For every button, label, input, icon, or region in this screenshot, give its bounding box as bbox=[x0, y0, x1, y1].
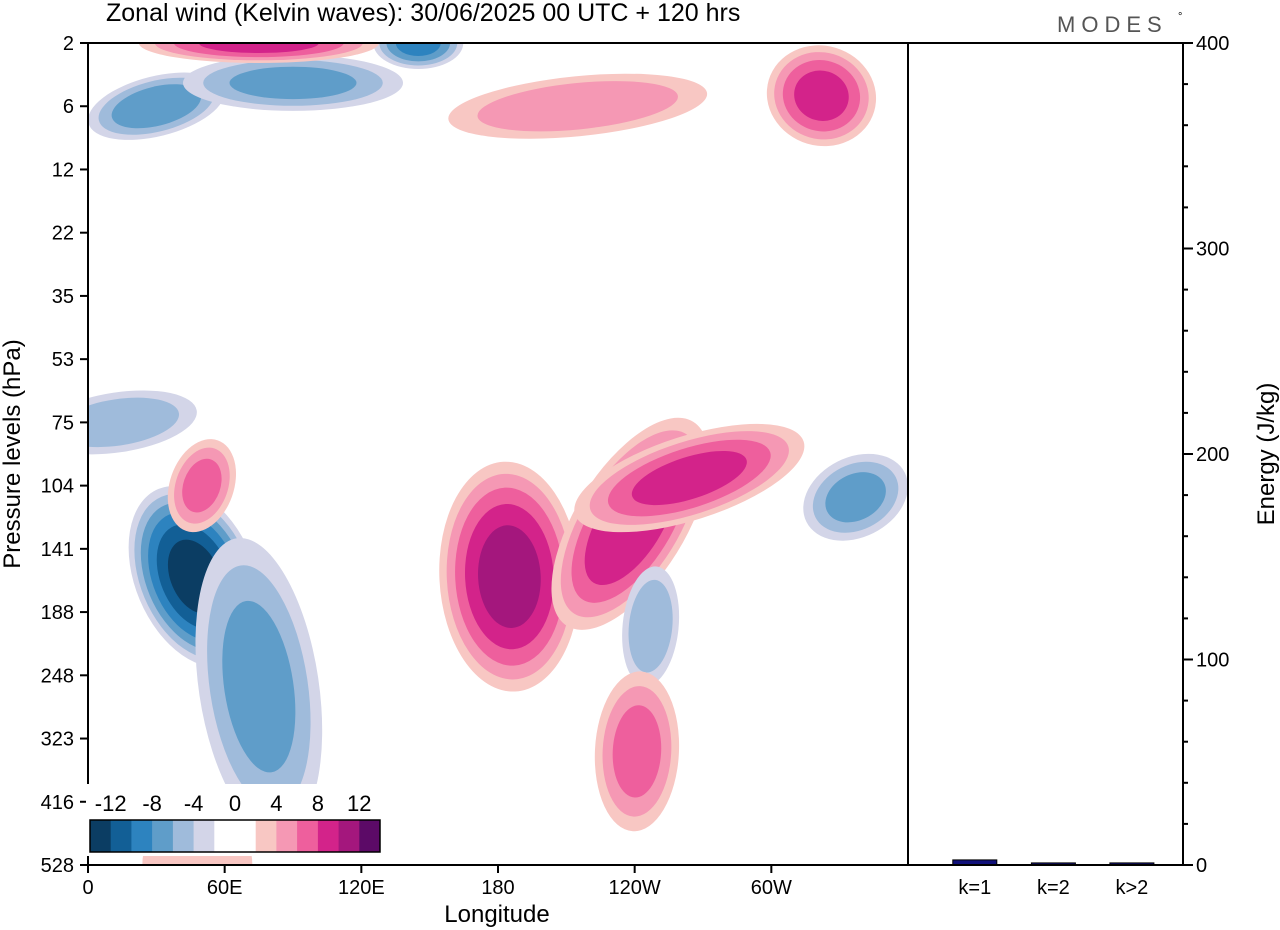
easterly-anomaly bbox=[195, 537, 323, 836]
colorbar-swatch bbox=[338, 820, 360, 852]
colorbar-swatch bbox=[255, 820, 277, 852]
colorbar: -12 -8 -4 0 4 8 12 bbox=[86, 784, 384, 856]
contour-band bbox=[478, 525, 541, 628]
contour-band bbox=[198, 43, 319, 53]
colorbar-swatch bbox=[193, 820, 215, 852]
y-tick-label: 6 bbox=[63, 96, 74, 118]
contour-band bbox=[612, 705, 662, 798]
energy-bar bbox=[1030, 862, 1076, 865]
colorbar-swatch bbox=[131, 820, 153, 852]
y-tick-label: 141 bbox=[41, 539, 74, 561]
contour-band bbox=[229, 66, 357, 100]
energy-bar bbox=[952, 859, 998, 865]
y-tick-label: 248 bbox=[41, 665, 74, 687]
colorbar-frame bbox=[89, 819, 381, 853]
y-tick-label: 75 bbox=[52, 412, 74, 434]
westerly-anomaly bbox=[594, 671, 680, 832]
energy-category-label: k=1 bbox=[958, 877, 991, 899]
colorbar-swatch bbox=[276, 820, 298, 852]
y-tick-label: 188 bbox=[41, 602, 74, 624]
contour-band bbox=[182, 458, 222, 513]
colorbar-swatch bbox=[152, 820, 174, 852]
x-tick-label: 120W bbox=[609, 877, 661, 899]
colorbar-swatch bbox=[317, 820, 339, 852]
y-tick-label: 53 bbox=[52, 349, 74, 371]
easterly-anomaly bbox=[88, 390, 197, 455]
axes: 0 60E 120E 180 120W 60W 2 6 12 22 35 53 75 104 141 188 2… bbox=[41, 33, 1230, 899]
colorbar-swatch bbox=[297, 820, 319, 852]
y-tick-label: 416 bbox=[41, 792, 74, 814]
energy-axis-title: Energy (J/kg) bbox=[1253, 383, 1280, 526]
westerly-anomaly bbox=[439, 461, 580, 692]
colorbar-swatch bbox=[110, 820, 132, 852]
colorbar-swatch bbox=[90, 820, 112, 852]
colorbar-tick-label: 12 bbox=[347, 791, 371, 816]
y-axis-title: Pressure levels (hPa) bbox=[0, 339, 26, 568]
contour-band bbox=[111, 84, 202, 129]
westerly-anomaly bbox=[167, 439, 237, 533]
brand-mark: ° bbox=[1178, 11, 1182, 23]
contour-band bbox=[88, 397, 180, 448]
colorbar-tick-label: 0 bbox=[229, 791, 241, 816]
contour-band bbox=[395, 43, 441, 56]
contour-band bbox=[628, 579, 673, 673]
colorbar-tick-label: 8 bbox=[312, 791, 324, 816]
easterly-anomaly bbox=[373, 43, 464, 69]
energy-tick-label: 400 bbox=[1196, 33, 1229, 55]
contour-band bbox=[477, 81, 678, 132]
energy-bar-chart bbox=[952, 859, 1155, 865]
chart-title: Zonal wind (Kelvin waves): 30/06/2025 00… bbox=[106, 0, 740, 27]
colorbar-swatch bbox=[214, 820, 236, 852]
colorbar-swatch bbox=[172, 820, 194, 852]
westerly-anomaly bbox=[574, 423, 805, 533]
x-tick-label: 60E bbox=[207, 877, 243, 899]
y-tick-label: 528 bbox=[41, 855, 74, 877]
contour-band bbox=[631, 450, 747, 506]
energy-tick-label: 0 bbox=[1196, 855, 1207, 877]
energy-tick-label: 300 bbox=[1196, 239, 1229, 261]
colorbar-swatch bbox=[235, 820, 257, 852]
colorbar-swatch bbox=[359, 820, 381, 852]
y-tick-label: 104 bbox=[41, 476, 74, 498]
easterly-anomaly bbox=[88, 72, 225, 140]
x-tick-label: 0 bbox=[82, 877, 93, 899]
colorbar-tick-label: -8 bbox=[142, 791, 162, 816]
easterly-anomaly bbox=[183, 54, 403, 111]
y-tick-label: 35 bbox=[52, 286, 74, 308]
easterly-anomaly bbox=[803, 453, 908, 541]
westerly-anomaly bbox=[766, 45, 877, 147]
energy-category-label: k=2 bbox=[1037, 877, 1070, 899]
x-tick-label: 60W bbox=[751, 877, 792, 899]
easterly-anomaly bbox=[622, 566, 680, 686]
contour-band bbox=[222, 600, 296, 773]
energy-tick-label: 200 bbox=[1196, 444, 1229, 466]
contour-band bbox=[825, 472, 886, 523]
colorbar-tick-label: 4 bbox=[270, 791, 282, 816]
x-axis-title: Longitude bbox=[444, 901, 549, 928]
energy-category-label: k>2 bbox=[1115, 877, 1148, 899]
westerly-anomaly bbox=[448, 73, 708, 139]
hovmoller-field bbox=[88, 43, 908, 865]
colorbar-tick-label: -4 bbox=[184, 791, 204, 816]
x-tick-label: 120E bbox=[338, 877, 385, 899]
y-tick-label: 22 bbox=[52, 223, 74, 245]
energy-tick-label: 100 bbox=[1196, 650, 1229, 672]
contour-band bbox=[794, 70, 849, 121]
energy-bar bbox=[1109, 862, 1155, 865]
y-tick-label: 2 bbox=[63, 33, 74, 55]
colorbar-tick-label: -12 bbox=[95, 791, 127, 816]
y-tick-label: 12 bbox=[52, 159, 74, 181]
brand-logo: MODES bbox=[1057, 12, 1168, 37]
x-tick-label: 180 bbox=[481, 877, 514, 899]
westerly-anomaly bbox=[138, 43, 379, 63]
y-tick-label: 323 bbox=[41, 729, 74, 751]
